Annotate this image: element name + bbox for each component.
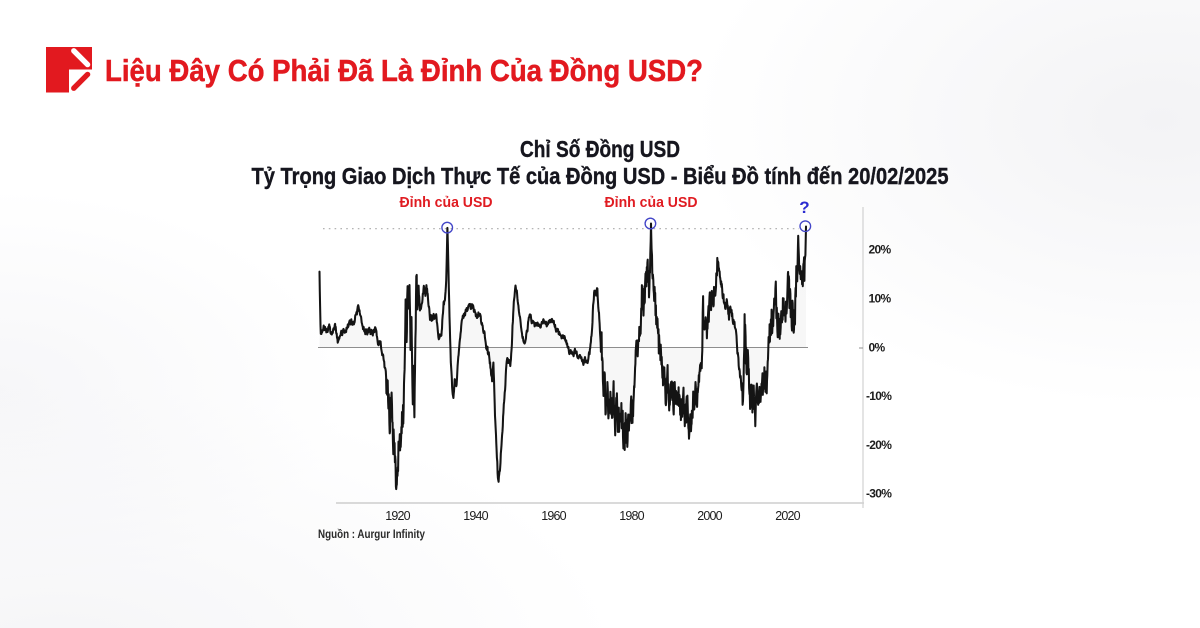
svg-text:-30%: -30% xyxy=(866,487,892,501)
svg-text:Nguồn : Aurgur Infinity: Nguồn : Aurgur Infinity xyxy=(318,529,426,541)
svg-text:1980: 1980 xyxy=(619,509,644,523)
svg-text:Liệu Đây Có Phải Đã Là Đỉnh Củ: Liệu Đây Có Phải Đã Là Đỉnh Của Đồng USD… xyxy=(105,53,703,88)
svg-text:1920: 1920 xyxy=(385,509,410,523)
svg-text:1940: 1940 xyxy=(463,509,488,523)
svg-text:-20%: -20% xyxy=(866,438,892,452)
svg-text:Đỉnh của USD: Đỉnh của USD xyxy=(400,194,493,211)
svg-text:-10%: -10% xyxy=(866,389,892,403)
svg-text:?: ? xyxy=(799,198,809,217)
svg-text:Đỉnh của USD: Đỉnh của USD xyxy=(605,194,698,211)
svg-text:Chỉ Số Đồng USD: Chỉ Số Đồng USD xyxy=(520,136,680,162)
svg-text:Tỷ Trọng Giao Dịch Thực Tế của: Tỷ Trọng Giao Dịch Thực Tế của Đồng USD … xyxy=(252,163,949,189)
svg-text:2000: 2000 xyxy=(697,509,722,523)
svg-text:0%: 0% xyxy=(869,341,886,355)
svg-text:20%: 20% xyxy=(869,243,892,257)
svg-text:10%: 10% xyxy=(869,292,892,306)
svg-text:2020: 2020 xyxy=(775,509,800,523)
svg-text:1960: 1960 xyxy=(541,509,566,523)
